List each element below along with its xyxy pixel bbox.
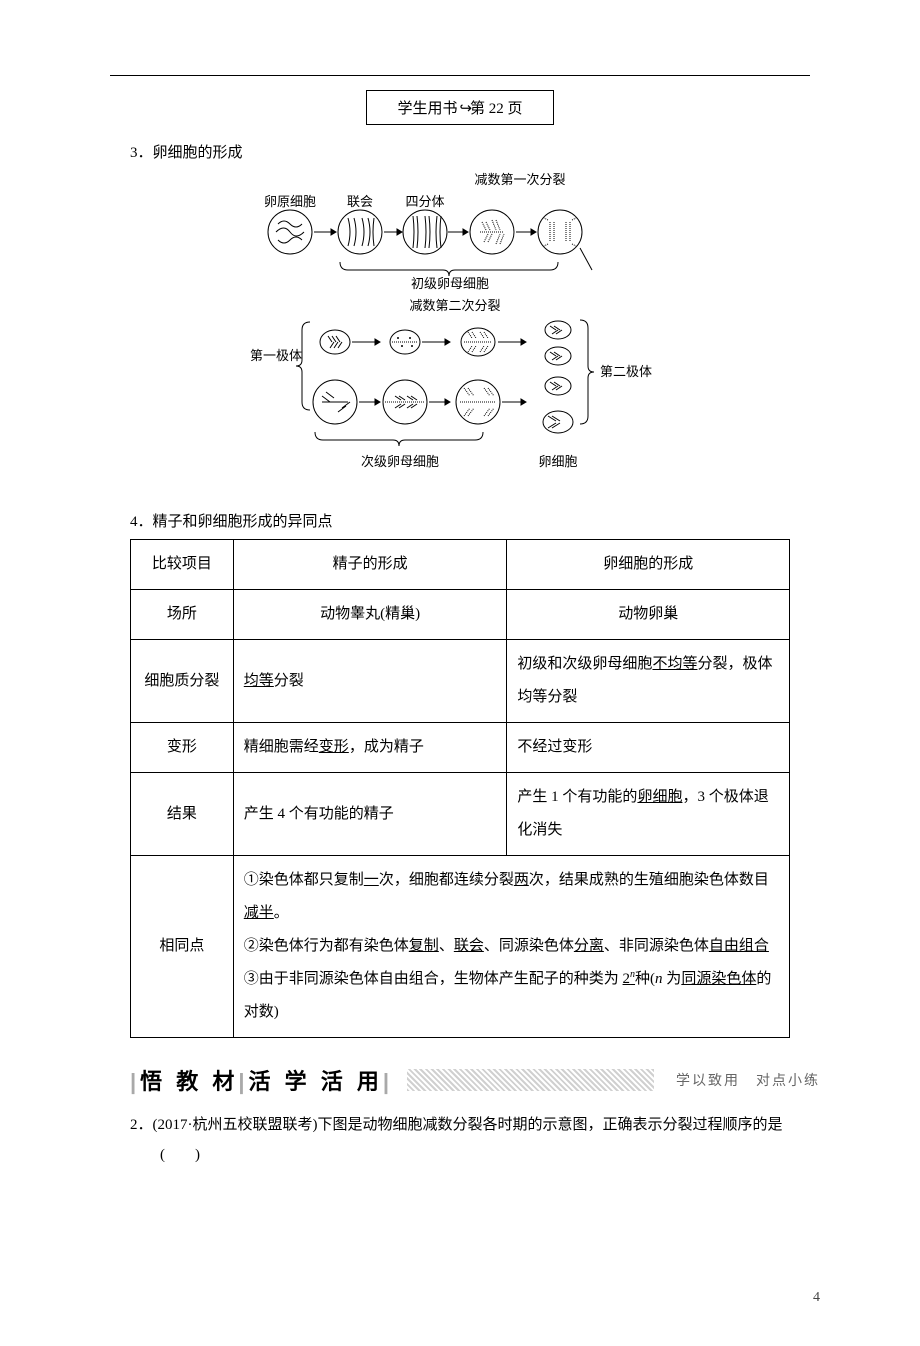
u-text: 联会 [454, 938, 484, 954]
row-result-c2: 产生 4 个有功能的精子 [233, 773, 507, 856]
u-text: 分离 [574, 938, 604, 954]
u-text: 同源染色体 [681, 971, 756, 987]
row1-title: 减数第一次分裂 [474, 172, 565, 187]
text: 种( [635, 971, 655, 987]
u-text: 2n [623, 971, 636, 987]
egg-label: 卵细胞 [538, 454, 577, 469]
text: 次，细胞都连续分裂 [379, 872, 514, 888]
row-cyto-c3: 初级和次级卵母细胞不均等分裂，极体均等分裂 [507, 640, 790, 723]
row1-label-c: 四分体 [405, 194, 444, 209]
row-same-label: 相同点 [131, 856, 234, 1038]
text: ①染色体都只复制 [244, 872, 364, 888]
row-result-c3: 产生 1 个有功能的卵细胞，3 个极体退化消失 [507, 773, 790, 856]
text: 分裂 [274, 673, 304, 689]
text: 。 [274, 905, 289, 921]
row1-brace-label: 初级卵母细胞 [411, 276, 489, 291]
banner-bar-icon: | [130, 1069, 140, 1094]
text: 2 [623, 971, 631, 987]
row1-label-b: 联会 [347, 194, 373, 209]
polar2-label: 第二极体 [600, 364, 652, 379]
row-result-label: 结果 [131, 773, 234, 856]
text: ，成为精子 [349, 739, 424, 755]
banner-bar-icon: | [238, 1069, 248, 1094]
banner-part2: 活 学 活 用 [249, 1069, 383, 1094]
banner-part1: 悟 教 材 [140, 1069, 238, 1094]
row1-label-a: 卵原细胞 [264, 194, 316, 209]
text: 、 [439, 938, 454, 954]
table-row: 场所 动物睾丸(精巢) 动物卵巢 [131, 590, 790, 640]
row-place-c2: 动物睾丸(精巢) [233, 590, 507, 640]
oocyte-diagram-svg: 减数第一次分裂 卵原细胞 联会 四分体 [240, 170, 680, 490]
page-reference-box: 学生用书↪第 22 页 [366, 90, 553, 125]
oocyte-diagram: 减数第一次分裂 卵原细胞 联会 四分体 [100, 170, 820, 490]
banner-filler [407, 1069, 654, 1091]
blank [165, 1147, 195, 1163]
row-deform-label: 变形 [131, 723, 234, 773]
page-ref-prefix: 学生用书 [397, 101, 457, 117]
text: 、非同源染色体 [604, 938, 709, 954]
comparison-table: 比较项目 精子的形成 卵细胞的形成 场所 动物睾丸(精巢) 动物卵巢 细胞质分裂… [130, 539, 790, 1038]
banner-left: |悟 教 材|活 学 活 用| [130, 1064, 393, 1096]
text: 精细胞需经 [244, 739, 319, 755]
u-text: 一 [364, 872, 379, 888]
u-text: 不均等 [652, 656, 697, 672]
row-deform-c3: 不经过变形 [507, 723, 790, 773]
banner-bar-icon: | [383, 1069, 393, 1094]
page-ref-suffix: 第 22 页 [470, 101, 523, 117]
row-place-label: 场所 [131, 590, 234, 640]
u-text: 变形 [319, 739, 349, 755]
bottom-brace-label: 次级卵母细胞 [361, 454, 439, 469]
banner-right: 学以致用 对点小练 [668, 1070, 820, 1090]
table-row: 细胞质分裂 均等分裂 初级和次级卵母细胞不均等分裂，极体均等分裂 [131, 640, 790, 723]
u-text: 复制 [409, 938, 439, 954]
row-cyto-c2: 均等分裂 [233, 640, 507, 723]
row-place-c3: 动物卵巢 [507, 590, 790, 640]
table-header-row: 比较项目 精子的形成 卵细胞的形成 [131, 540, 790, 590]
u-text: 减半 [244, 905, 274, 921]
u-text: 卵细胞 [637, 789, 682, 805]
text: ②染色体行为都有染色体 [244, 938, 409, 954]
u-text: 两 [514, 872, 529, 888]
table-row: 变形 精细胞需经变形，成为精子 不经过变形 [131, 723, 790, 773]
hdr-c2: 精子的形成 [233, 540, 507, 590]
polar1-label: 第一极体 [250, 348, 302, 363]
ital-text: n [655, 971, 666, 987]
table-row: 结果 产生 4 个有功能的精子 产生 1 个有功能的卵细胞，3 个极体退化消失 [131, 773, 790, 856]
hdr-c3: 卵细胞的形成 [507, 540, 790, 590]
text: 2．(2017·杭州五校联盟联考)下图是动物细胞减数分裂各时期的示意图，正确表示… [130, 1117, 783, 1163]
row-deform-c2: 精细胞需经变形，成为精子 [233, 723, 507, 773]
teaching-banner: |悟 教 材|活 学 活 用| 学以致用 对点小练 [130, 1064, 820, 1096]
section-4-heading: 4．精子和卵细胞形成的异同点 [130, 510, 820, 531]
text: ) [195, 1147, 200, 1163]
question-2-text: 2．(2017·杭州五校联盟联考)下图是动物细胞减数分裂各时期的示意图，正确表示… [160, 1110, 820, 1170]
text: 次，结果成熟的生殖细胞染色体数目 [529, 872, 769, 888]
row-same-content: ①染色体都只复制一次，细胞都连续分裂两次，结果成熟的生殖细胞染色体数目减半。 ②… [233, 856, 789, 1038]
row-cyto-label: 细胞质分裂 [131, 640, 234, 723]
u-text: 自由组合 [709, 938, 769, 954]
text: ③由于非同源染色体自由组合，生物体产生配子的种类为 [244, 971, 623, 987]
table-row: 相同点 ①染色体都只复制一次，细胞都连续分裂两次，结果成熟的生殖细胞染色体数目减… [131, 856, 790, 1038]
text: 为 [666, 971, 681, 987]
row2-title: 减数第二次分裂 [409, 298, 500, 313]
page-number: 4 [100, 1290, 820, 1306]
section-3-heading: 3．卵细胞的形成 [130, 141, 820, 162]
text: 初级和次级卵母细胞 [517, 656, 652, 672]
text: 产生 1 个有功能的 [517, 789, 637, 805]
top-rule [110, 75, 810, 76]
text: 、同源染色体 [484, 938, 574, 954]
hdr-c1: 比较项目 [131, 540, 234, 590]
u-text: 均等 [244, 673, 274, 689]
